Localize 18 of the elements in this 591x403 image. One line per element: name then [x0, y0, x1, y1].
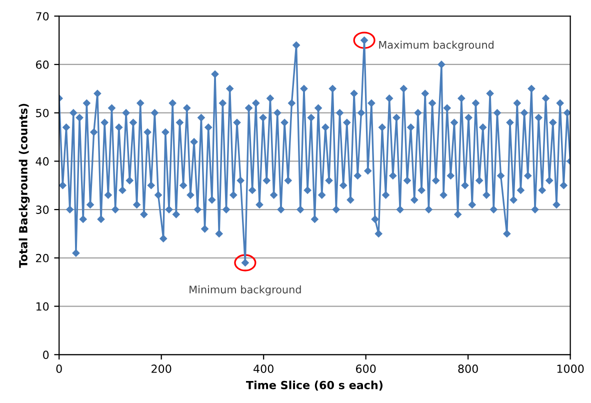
y-tick-label: 20 [36, 254, 49, 262]
y-tick-label: 40 [36, 157, 49, 166]
annotation: Minimum background [190, 285, 301, 296]
y-tick-label: 60 [36, 60, 49, 69]
y-tick-label: 50 [36, 108, 49, 118]
annotation: Maximum background [379, 40, 494, 51]
y-tick-label: 30 [36, 206, 49, 214]
x-axis-title: Time Slice (60 s each) [246, 380, 382, 391]
y-tick-label: 70 [36, 12, 49, 20]
x-tick-label: 200 [152, 364, 172, 373]
x-tick-label: 1000 [557, 364, 584, 373]
x-tick-label: 600 [356, 364, 376, 373]
y-axis-title: Total Background (counts) [18, 104, 30, 268]
x-tick-label: 400 [254, 364, 274, 373]
y-tick-label: 10 [36, 302, 49, 311]
x-tick-label: 0 [56, 364, 62, 373]
x-tick-label: 800 [458, 364, 478, 373]
y-tick-label: 0 [43, 350, 49, 360]
